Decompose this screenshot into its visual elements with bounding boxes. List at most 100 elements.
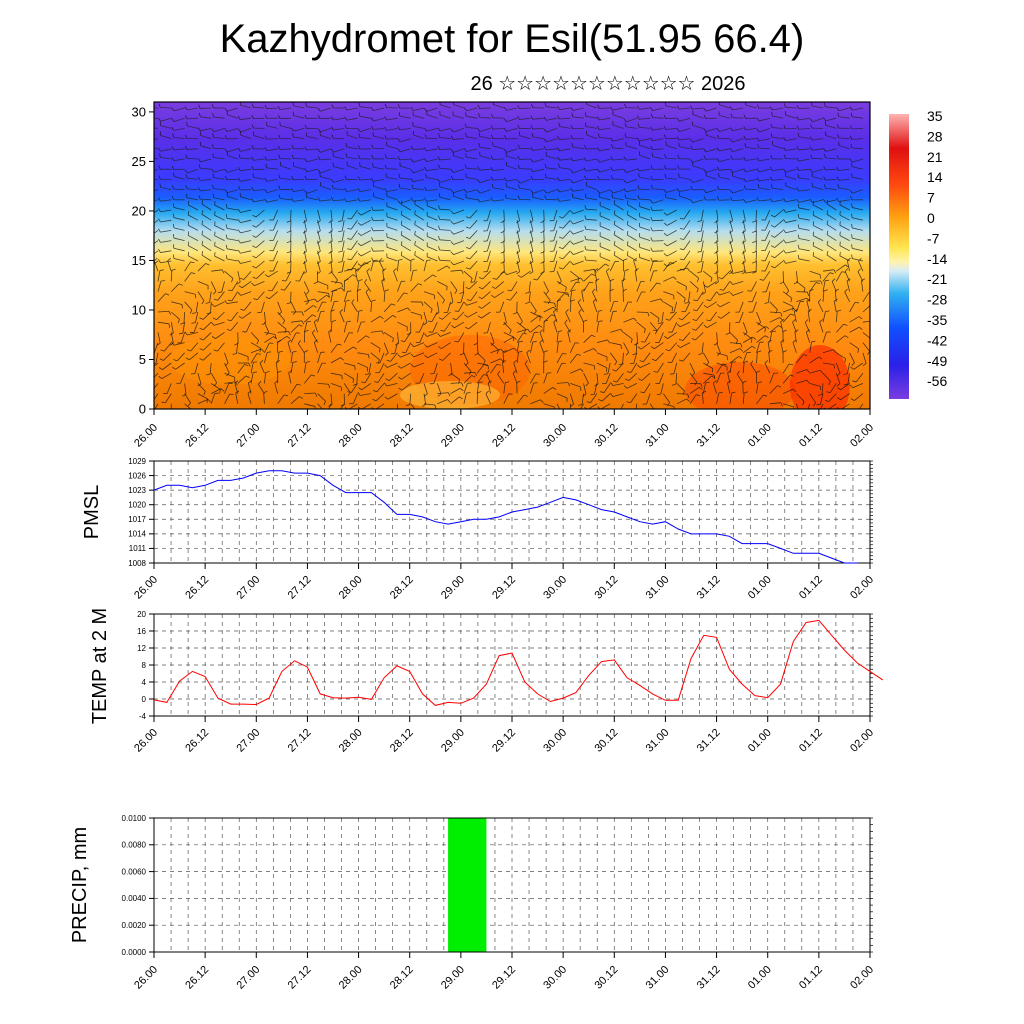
wind-barb bbox=[214, 255, 225, 262]
wind-barb bbox=[692, 179, 704, 183]
wind-barb-flag bbox=[465, 216, 470, 219]
precip-y-tick-label: 0.0100 bbox=[122, 814, 147, 823]
wind-barb-flag bbox=[171, 195, 174, 200]
wind-barb-flag bbox=[393, 268, 397, 272]
wind-barb bbox=[366, 271, 372, 282]
pmsl-x-axis: 26.00 26.12 27.00 27.12 28.00 28.12 29.00 29.12… bbox=[132, 563, 876, 602]
wind-barb-flag bbox=[414, 240, 416, 246]
wind-barb-flag bbox=[161, 401, 166, 404]
wind-barb bbox=[454, 321, 465, 329]
wind-barb bbox=[627, 224, 638, 231]
wind-barb bbox=[427, 215, 438, 221]
colorbar-label: -28 bbox=[927, 292, 947, 308]
wind-barb bbox=[439, 167, 451, 170]
wind-barb bbox=[673, 301, 678, 313]
wind-barb bbox=[481, 291, 491, 300]
precip-x-tick-label: 28.00 bbox=[337, 964, 365, 992]
wind-barb-flag bbox=[252, 173, 255, 178]
wind-barb bbox=[644, 332, 651, 343]
wind-barb bbox=[756, 326, 766, 333]
wind-barb bbox=[470, 291, 478, 301]
wind-barb-flag bbox=[224, 168, 228, 173]
wind-barb-flag bbox=[473, 343, 478, 346]
wind-barb-flag bbox=[332, 289, 337, 292]
wind-barb bbox=[397, 292, 405, 303]
wind-barb bbox=[303, 220, 307, 232]
wind-barb-flag bbox=[171, 107, 175, 112]
wind-barb-flag bbox=[634, 268, 639, 271]
wind-barb-flag bbox=[819, 369, 824, 374]
wind-barb-flag bbox=[304, 190, 308, 194]
wind-barb bbox=[627, 255, 638, 262]
wind-barb-flag bbox=[465, 267, 470, 270]
wind-barb-flag bbox=[703, 128, 707, 132]
wind-barb bbox=[490, 364, 498, 374]
wind-barb bbox=[496, 270, 505, 280]
chart-subtitle: 26 ☆☆☆☆☆☆☆☆☆☆☆ 2026 bbox=[470, 73, 746, 95]
wind-barb-flag bbox=[304, 168, 308, 172]
wind-barb-flag bbox=[384, 135, 387, 140]
wind-barb bbox=[742, 240, 746, 252]
wind-barb bbox=[612, 393, 624, 397]
wind-barb bbox=[264, 372, 267, 384]
wind-barb bbox=[397, 321, 408, 328]
wind-barb bbox=[612, 124, 624, 129]
wind-barb bbox=[450, 382, 462, 384]
wind-barb bbox=[436, 291, 445, 301]
wind-barb-flag bbox=[543, 146, 547, 151]
wind-barb-flag bbox=[312, 314, 317, 317]
wind-barb bbox=[264, 352, 268, 364]
wind-barb-flag bbox=[465, 193, 467, 198]
wind-barb bbox=[160, 240, 172, 243]
wind-barb-flag bbox=[211, 144, 214, 149]
wind-barb bbox=[279, 148, 292, 150]
wind-barb bbox=[154, 209, 159, 214]
wind-barb-flag bbox=[639, 360, 644, 363]
wind-barb-flag bbox=[765, 326, 770, 330]
wind-barb-flag bbox=[529, 230, 534, 234]
wind-barb bbox=[785, 260, 797, 264]
wind-barb-flag bbox=[212, 184, 214, 189]
wind-barb-flag bbox=[782, 350, 787, 353]
wind-barb-flag bbox=[384, 382, 388, 387]
wind-barb bbox=[235, 392, 239, 404]
wind-barb-flag bbox=[347, 258, 352, 261]
wind-barb bbox=[213, 197, 225, 201]
wind-barb-flag bbox=[718, 173, 720, 178]
wind-barb bbox=[736, 373, 744, 384]
wind-barb-flag bbox=[201, 200, 204, 205]
wind-barb-flag bbox=[184, 145, 188, 150]
wind-barb bbox=[176, 352, 185, 362]
wind-barb bbox=[383, 315, 393, 323]
wind-barb bbox=[293, 128, 305, 132]
wind-barb bbox=[373, 117, 385, 122]
wind-barb-flag bbox=[811, 102, 813, 107]
wind-barb bbox=[317, 301, 323, 313]
wind-barb bbox=[612, 383, 624, 386]
wind-barb bbox=[383, 290, 386, 302]
wind-barb bbox=[481, 301, 491, 309]
wind-barb-flag bbox=[199, 358, 204, 361]
wind-barb bbox=[240, 179, 252, 182]
wind-barb bbox=[303, 209, 307, 221]
wind-barb-flag bbox=[594, 268, 599, 271]
wind-barb bbox=[702, 281, 706, 293]
wind-barb bbox=[772, 199, 784, 203]
wind-barb-flag bbox=[752, 336, 757, 340]
wind-barb bbox=[785, 199, 797, 203]
wind-barb-flag bbox=[823, 153, 826, 158]
wind-barb-flag bbox=[503, 271, 507, 275]
wind-barb-flag bbox=[410, 197, 414, 202]
wind-barb-flag bbox=[624, 269, 629, 271]
wind-barb bbox=[306, 158, 318, 163]
wind-barb bbox=[635, 342, 638, 354]
wind-barb bbox=[200, 158, 212, 163]
wind-barb bbox=[782, 291, 793, 299]
wind-barb-flag bbox=[394, 415, 398, 417]
wind-barb-flag bbox=[225, 244, 228, 249]
wind-barb-flag bbox=[517, 179, 521, 184]
wind-barb bbox=[599, 196, 611, 201]
wind-barb bbox=[742, 220, 746, 232]
wind-barb bbox=[745, 104, 757, 109]
wind-barb-flag bbox=[849, 125, 853, 130]
